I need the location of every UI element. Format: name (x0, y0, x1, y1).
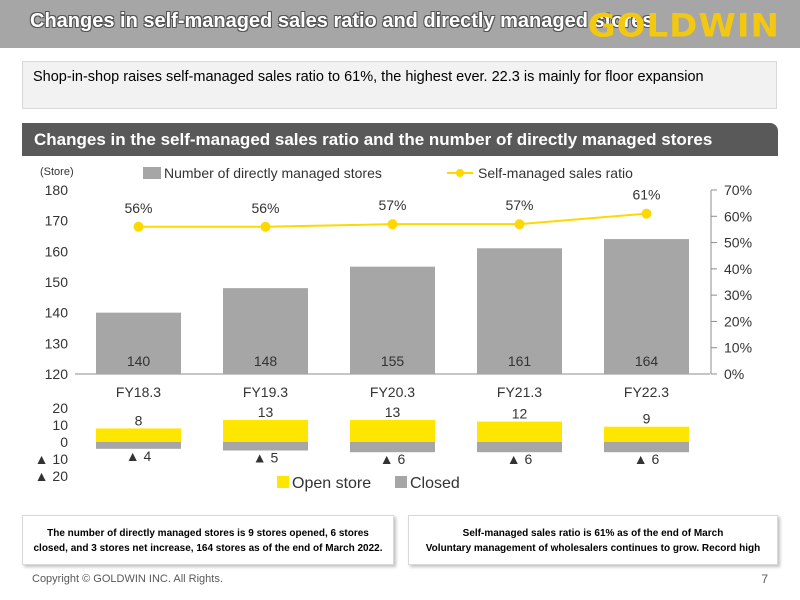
closed-store-bar (96, 442, 181, 449)
ratio-label: 57% (505, 197, 533, 213)
bottom-axis-tick: 10 (52, 417, 68, 433)
chart-area: (Store) Number of directly managed stores… (35, 165, 752, 492)
right-axis-tick: 10% (724, 340, 752, 356)
right-axis-tick: 40% (724, 261, 752, 277)
closed-store-bar (477, 442, 562, 453)
open-store-label: 13 (385, 404, 401, 420)
right-axis-tick: 0% (724, 366, 744, 382)
right-axis-tick: 20% (724, 313, 752, 329)
left-axis-tick: 180 (45, 182, 69, 198)
legend-line-marker (456, 169, 464, 177)
note-ratio-line-1: Self-managed sales ratio is 61% as of th… (462, 528, 724, 539)
legend-closed-swatch (395, 476, 407, 488)
legend-open-label: Open store (292, 475, 371, 492)
note-stores: The number of directly managed stores is… (22, 515, 394, 565)
open-store-label: 9 (643, 411, 651, 427)
legend-bar-label: Number of directly managed stores (164, 165, 382, 181)
bottom-axis-tick: ▲ 10 (35, 451, 69, 467)
bottom-axis-tick: 0 (60, 434, 68, 450)
copyright: Copyright © GOLDWIN INC. All Rights. (32, 573, 223, 585)
store-bar-label: 164 (635, 353, 659, 369)
right-axis-tick: 50% (724, 235, 752, 251)
ratio-label: 61% (632, 187, 660, 203)
chart-section-title: Changes in the self-managed sales ratio … (22, 123, 778, 156)
ratio-point (641, 208, 652, 219)
open-store-bar (604, 426, 689, 442)
closed-store-label: ▲ 4 (126, 448, 152, 464)
store-bar (223, 288, 308, 374)
open-store-label: 8 (135, 412, 143, 428)
store-bar-label: 148 (254, 353, 278, 369)
left-axis-tick: 150 (45, 274, 69, 290)
right-axis-tick: 60% (724, 208, 752, 224)
bottom-axis-tick: ▲ 20 (35, 468, 69, 484)
legend-closed-label: Closed (410, 475, 460, 492)
open-store-bar (96, 428, 181, 442)
bottom-axis-tick: 20 (52, 400, 68, 416)
left-axis-tick: 140 (45, 305, 69, 321)
page-number: 7 (761, 572, 768, 586)
open-store-label: 13 (258, 404, 274, 420)
closed-store-bar (350, 442, 435, 453)
left-axis-unit: (Store) (40, 166, 74, 178)
category-label: FY20.3 (370, 384, 415, 400)
note-ratio: Self-managed sales ratio is 61% as of th… (408, 515, 778, 565)
key-message: Shop-in-shop raises self-managed sales r… (22, 61, 777, 109)
left-axis-tick: 160 (45, 243, 69, 259)
page-title: Changes in self-managed sales ratio and … (30, 10, 654, 32)
ratio-label: 57% (378, 197, 406, 213)
right-axis-tick: 30% (724, 287, 752, 303)
ratio-point (260, 221, 271, 232)
left-axis-tick: 130 (45, 335, 69, 351)
note-stores-line-1: The number of directly managed stores is… (47, 528, 369, 539)
legend-line-label: Self-managed sales ratio (478, 165, 633, 181)
closed-store-label: ▲ 6 (507, 451, 533, 467)
ratio-point (514, 219, 525, 230)
legend-bar-swatch (143, 167, 161, 179)
note-ratio-line-2: Voluntary management of wholesalers cont… (425, 543, 761, 554)
store-bar (350, 266, 435, 374)
closed-store-label: ▲ 6 (634, 451, 660, 467)
left-axis-tick: 120 (45, 366, 69, 382)
open-store-bar (477, 421, 562, 442)
ratio-label: 56% (251, 200, 279, 216)
open-store-bar (223, 419, 308, 442)
store-bar (96, 312, 181, 374)
goldwin-logo: GOLDWIN (587, 7, 780, 45)
store-bar (604, 239, 689, 374)
left-axis-tick: 170 (45, 213, 69, 229)
closed-store-label: ▲ 6 (380, 451, 406, 467)
category-label: FY18.3 (116, 384, 161, 400)
open-store-label: 12 (512, 406, 528, 422)
store-bar (477, 248, 562, 374)
title-bar: Changes in self-managed sales ratio and … (0, 0, 800, 48)
legend-open-swatch (277, 476, 289, 488)
note-stores-line-2: closed, and 3 stores net increase, 164 s… (33, 543, 383, 554)
category-label: FY19.3 (243, 384, 288, 400)
store-bar-label: 140 (127, 353, 151, 369)
open-store-bar (350, 419, 435, 442)
category-label: FY22.3 (624, 384, 669, 400)
store-bar-label: 161 (508, 353, 532, 369)
ratio-point (387, 219, 398, 230)
category-label: FY21.3 (497, 384, 542, 400)
ratio-label: 56% (124, 200, 152, 216)
closed-store-bar (223, 442, 308, 451)
closed-store-bar (604, 442, 689, 453)
right-axis-tick: 70% (724, 182, 752, 198)
ratio-point (133, 221, 144, 232)
store-bar-label: 155 (381, 353, 405, 369)
closed-store-label: ▲ 5 (253, 450, 279, 466)
